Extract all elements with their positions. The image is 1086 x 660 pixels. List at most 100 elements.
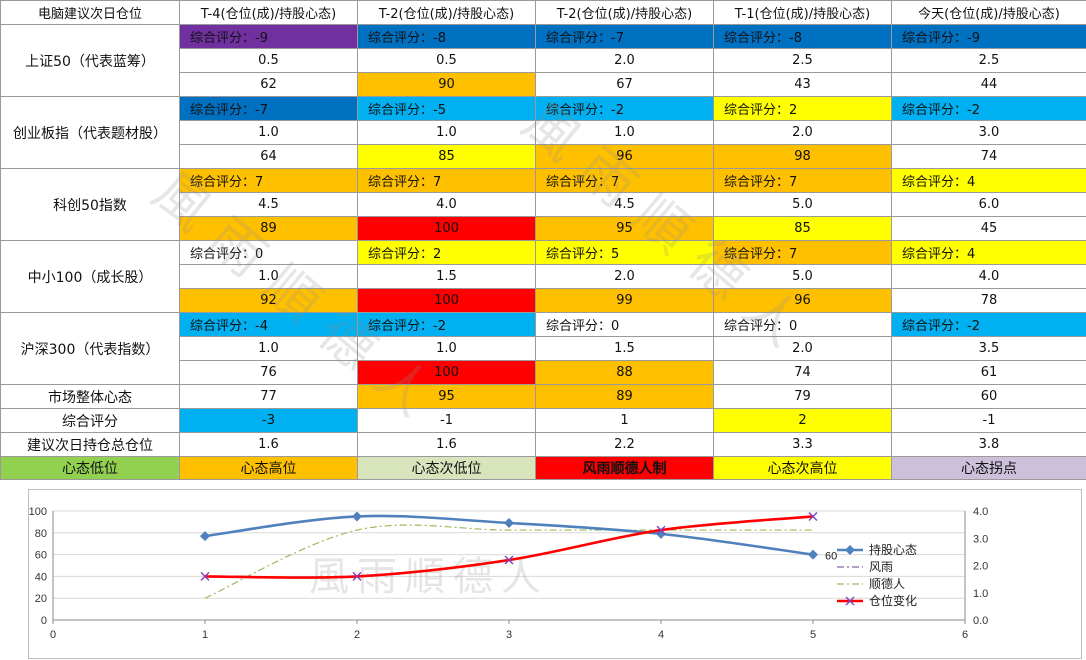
header-column: 今天(仓位(成)/持股心态) xyxy=(892,1,1086,25)
sentiment-cell: 96 xyxy=(536,145,714,169)
summary-cell: 60 xyxy=(892,385,1086,409)
position-cell: 1.0 xyxy=(180,265,358,289)
header-row: 电脑建议次日仓位 T-4(仓位(成)/持股心态) T-2(仓位(成)/持股心态) T-… xyxy=(1,1,1086,25)
position-cell: 1.5 xyxy=(358,265,536,289)
summary-cell: 2.2 xyxy=(536,433,714,457)
x-tick-label: 0 xyxy=(50,629,56,641)
summary-cell: 1 xyxy=(536,409,714,433)
sentiment-cell: 45 xyxy=(892,217,1086,241)
sentiment-cell: 85 xyxy=(358,145,536,169)
position-cell: 1.0 xyxy=(358,121,536,145)
score-cell: 综合评分：5 xyxy=(536,241,714,265)
sentiment-cell: 61 xyxy=(892,361,1086,385)
legend-label: 仓位变化 xyxy=(869,593,917,608)
position-cell: 4.5 xyxy=(536,193,714,217)
sentiment-cell: 67 xyxy=(536,73,714,97)
sentiment-cell: 76 xyxy=(180,361,358,385)
header-title: 电脑建议次日仓位 xyxy=(1,1,180,25)
sentiment-cell: 43 xyxy=(714,73,892,97)
legend-label: 风雨 xyxy=(869,560,893,574)
y-tick-label: 80 xyxy=(35,528,47,540)
position-chart: 0 20 40 60 80 100 0.0 1.0 2.0 3.0 4.0 0 1 2 3 4 5 6 風雨順德人 6… xyxy=(28,489,1082,659)
position-cell: 5.0 xyxy=(714,265,892,289)
table-row: 上证50（代表蓝筹） 综合评分：-9 综合评分：-8 综合评分：-7 综合评分：-8 综合… xyxy=(1,25,1086,49)
summary-cell: 1.6 xyxy=(180,433,358,457)
sentiment-cell: 89 xyxy=(180,217,358,241)
score-cell: 综合评分：-7 xyxy=(180,97,358,121)
data-point xyxy=(808,550,818,560)
index-name: 上证50（代表蓝筹） xyxy=(1,25,180,97)
sentiment-cell: 90 xyxy=(358,73,536,97)
position-cell: 4.0 xyxy=(358,193,536,217)
summary-row: 市场整体心态 77 95 89 79 60 xyxy=(1,385,1086,409)
index-name: 科创50指数 xyxy=(1,169,180,241)
score-cell: 综合评分：7 xyxy=(536,169,714,193)
color-legend-cell: 心态次高位 xyxy=(714,457,892,480)
data-label: 60 xyxy=(825,551,837,563)
sentiment-cell: 96 xyxy=(714,289,892,313)
position-cell: 2.0 xyxy=(536,265,714,289)
sentiment-cell: 88 xyxy=(536,361,714,385)
position-cell: 2.0 xyxy=(536,49,714,73)
legend-row: 心态低位 心态高位 心态次低位 风雨顺德人制 心态次高位 心态拐点 xyxy=(1,457,1086,480)
position-cell: 1.0 xyxy=(180,337,358,361)
y-tick-label: 40 xyxy=(35,571,47,583)
summary-cell: 95 xyxy=(358,385,536,409)
index-name: 中小100（成长股） xyxy=(1,241,180,313)
position-cell: 2.5 xyxy=(892,49,1086,73)
data-point xyxy=(352,511,362,521)
legend-label: 持股心态 xyxy=(869,542,917,557)
index-name: 创业板指（代表题材股） xyxy=(1,97,180,169)
x-tick-label: 5 xyxy=(810,629,816,641)
legend-marker xyxy=(845,545,855,555)
y2-tick-label: 1.0 xyxy=(973,588,988,600)
score-cell: 综合评分：-2 xyxy=(536,97,714,121)
chart-svg: 0204060801000.01.02.03.04.00 1 2 3 4 5 6風雨順德人 6… xyxy=(29,490,1081,658)
score-cell: 综合评分：2 xyxy=(714,97,892,121)
score-cell: 综合评分：-7 xyxy=(536,25,714,49)
summary-cell: -3 xyxy=(180,409,358,433)
sentiment-cell: 74 xyxy=(892,145,1086,169)
sentiment-cell: 100 xyxy=(358,289,536,313)
y2-tick-label: 0.0 xyxy=(973,615,988,627)
score-cell: 综合评分：-8 xyxy=(358,25,536,49)
score-cell: 综合评分：-2 xyxy=(358,313,536,337)
table-row: 科创50指数 综合评分：7 综合评分：7 综合评分：7 综合评分：7 综合评分：4 xyxy=(1,169,1086,193)
y-tick-label: 20 xyxy=(35,593,47,605)
y-tick-label: 60 xyxy=(35,550,47,562)
score-cell: 综合评分：-9 xyxy=(892,25,1086,49)
summary-cell: 77 xyxy=(180,385,358,409)
score-cell: 综合评分：-4 xyxy=(180,313,358,337)
summary-label: 综合评分 xyxy=(1,409,180,433)
position-cell: 4.5 xyxy=(180,193,358,217)
position-cell: 3.5 xyxy=(892,337,1086,361)
sentiment-cell: 78 xyxy=(892,289,1086,313)
header-column: T-2(仓位(成)/持股心态) xyxy=(358,1,536,25)
score-cell: 综合评分：-8 xyxy=(714,25,892,49)
position-cell: 2.0 xyxy=(714,337,892,361)
summary-cell: 79 xyxy=(714,385,892,409)
sentiment-cell: 62 xyxy=(180,73,358,97)
score-cell: 综合评分：0 xyxy=(536,313,714,337)
y2-tick-label: 4.0 xyxy=(973,506,988,518)
sentiment-cell: 100 xyxy=(358,361,536,385)
summary-cell: 89 xyxy=(536,385,714,409)
position-cell: 5.0 xyxy=(714,193,892,217)
summary-cell: -1 xyxy=(892,409,1086,433)
sentiment-cell: 64 xyxy=(180,145,358,169)
score-cell: 综合评分：7 xyxy=(714,169,892,193)
position-cell: 0.5 xyxy=(180,49,358,73)
y-tick-label: 0 xyxy=(41,615,47,627)
x-tick-label: 4 xyxy=(658,629,664,641)
data-point xyxy=(504,518,514,528)
sentiment-cell: 95 xyxy=(536,217,714,241)
summary-row: 综合评分 -3 -1 1 2 -1 xyxy=(1,409,1086,433)
table-row: 沪深300（代表指数） 综合评分：-4 综合评分：-2 综合评分：0 综合评分：0 综合评… xyxy=(1,313,1086,337)
score-cell: 综合评分：-2 xyxy=(892,97,1086,121)
legend-label: 顺德人 xyxy=(869,576,905,591)
y2-tick-label: 3.0 xyxy=(973,533,988,545)
position-cell: 3.0 xyxy=(892,121,1086,145)
score-table: 电脑建议次日仓位 T-4(仓位(成)/持股心态) T-2(仓位(成)/持股心态) T-… xyxy=(0,0,1086,480)
x-tick-label: 2 xyxy=(354,629,360,641)
score-cell: 综合评分：7 xyxy=(358,169,536,193)
